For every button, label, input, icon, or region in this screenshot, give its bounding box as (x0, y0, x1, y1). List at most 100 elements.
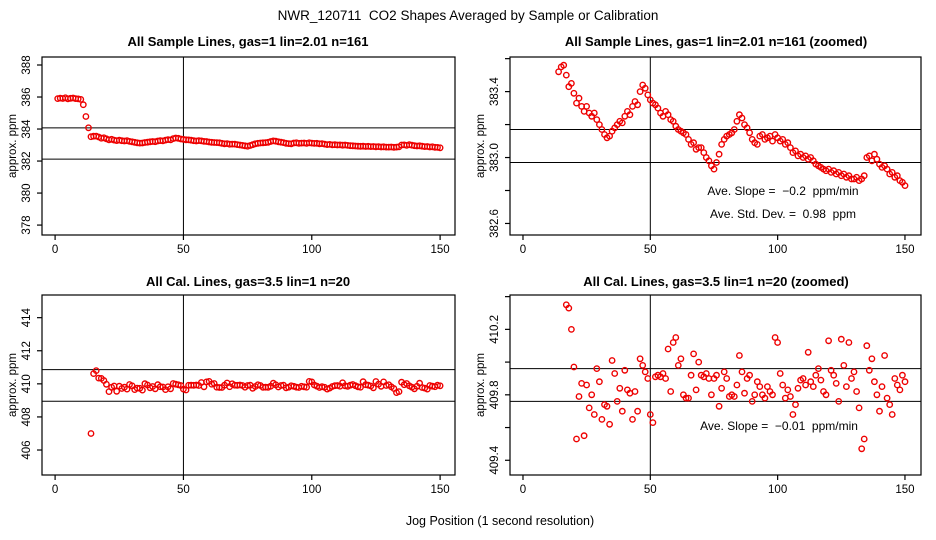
data-point (562, 71, 570, 79)
data-point (659, 370, 667, 377)
x-tick-label: 150 (895, 484, 914, 496)
data-point (682, 394, 690, 402)
data-point (822, 391, 830, 399)
data-point (79, 101, 87, 109)
y-axis-ticks: 378 380 382 384 386 388 (21, 55, 42, 235)
y-tick-label: 386 (21, 87, 33, 106)
y-tick-label: 412 (21, 341, 33, 360)
data-point (708, 391, 715, 399)
x-tick-label: 100 (302, 244, 321, 256)
data-point (769, 391, 776, 399)
data-point (618, 407, 626, 415)
data-point (843, 383, 850, 390)
data-point (598, 126, 606, 133)
data-point (636, 355, 644, 363)
annotation-ave-slope-sample: Ave. Slope = −0.2 ppm/min (707, 184, 859, 198)
data-point (669, 339, 677, 346)
x-tick-label: 50 (177, 244, 190, 256)
data-point (74, 95, 82, 103)
data-point (733, 117, 741, 125)
data-point (593, 365, 601, 372)
data-point (891, 375, 899, 382)
data-point (434, 143, 441, 151)
data-point (621, 366, 629, 374)
y-axis-label-p3: approx. ppm (7, 353, 19, 417)
data-point (769, 137, 776, 145)
data-point (812, 371, 820, 379)
data-point (695, 144, 703, 152)
data-point (608, 357, 616, 364)
data-point (774, 339, 781, 346)
data-point (570, 89, 578, 97)
data-point (593, 116, 601, 124)
data-point (710, 165, 718, 173)
data-point (830, 371, 838, 379)
data-point (804, 348, 812, 356)
y-tick-label: 383.4 (489, 77, 501, 106)
data-point (697, 144, 705, 152)
data-point (865, 366, 873, 374)
data-point (585, 404, 593, 412)
data-point (779, 135, 787, 143)
y-tick-label: 382 (21, 151, 33, 170)
data-point (832, 379, 840, 387)
x-tick-label: 150 (895, 244, 914, 256)
data-point (555, 68, 562, 76)
data-point (837, 335, 845, 343)
x-axis-ticks: 0 50 100 150 (52, 475, 450, 496)
data-point (853, 388, 860, 395)
data-point (644, 375, 652, 382)
annotation-ave-stddev-sample: Ave. Std. Dev. = 0.98 ppm (710, 207, 856, 221)
data-point (730, 126, 738, 133)
data-point (883, 165, 891, 173)
data-point (667, 388, 675, 395)
data-point (565, 304, 573, 312)
data-point (664, 111, 672, 119)
panel-title-cal: All Cal. Lines, gas=3.5 lin=1 n=20 (145, 274, 351, 289)
data-point (901, 378, 909, 386)
data-point (95, 374, 103, 382)
x-tick-label: 100 (302, 484, 321, 496)
x-tick-label: 0 (520, 244, 526, 256)
data-point (92, 367, 100, 374)
data-point (596, 378, 603, 386)
y-axis-ticks: 382.6 383.0 383.4 (489, 58, 510, 238)
y-tick-label: 388 (21, 55, 33, 74)
data-point (858, 445, 866, 453)
reference-lines (510, 295, 921, 475)
y-tick-label: 382.6 (489, 209, 501, 238)
data-point (87, 430, 95, 437)
data-point (860, 435, 868, 443)
data-point (685, 394, 692, 402)
data-point (723, 375, 731, 382)
data-point (560, 61, 568, 69)
data-point (677, 355, 685, 363)
main-title: NWR_120711 CO2 Shapes Averaged by Sample… (277, 8, 659, 23)
x-tick-label: 0 (52, 484, 58, 496)
data-point (718, 384, 725, 392)
y-tick-label: 409.4 (489, 445, 501, 474)
data-point (156, 383, 164, 391)
data-point (761, 394, 769, 402)
data-point (436, 382, 444, 390)
data-point (575, 393, 583, 400)
data-point (606, 420, 613, 428)
data-points (54, 94, 444, 152)
data-point (590, 109, 598, 117)
data-point (669, 117, 677, 125)
data-point (746, 371, 753, 379)
x-axis-label: Jog Position (1 second resolution) (405, 514, 595, 528)
data-point (835, 397, 843, 405)
data-point (305, 377, 313, 385)
data-point (692, 386, 700, 394)
data-point (583, 103, 590, 110)
data-point (789, 411, 797, 418)
data-point (138, 386, 146, 394)
y-tick-label: 408 (21, 407, 33, 426)
data-point (873, 391, 881, 399)
data-point (827, 366, 835, 374)
x-axis-ticks: 0 50 100 150 (520, 235, 915, 256)
data-point (654, 104, 662, 112)
data-point (113, 387, 121, 395)
data-point (784, 386, 792, 394)
